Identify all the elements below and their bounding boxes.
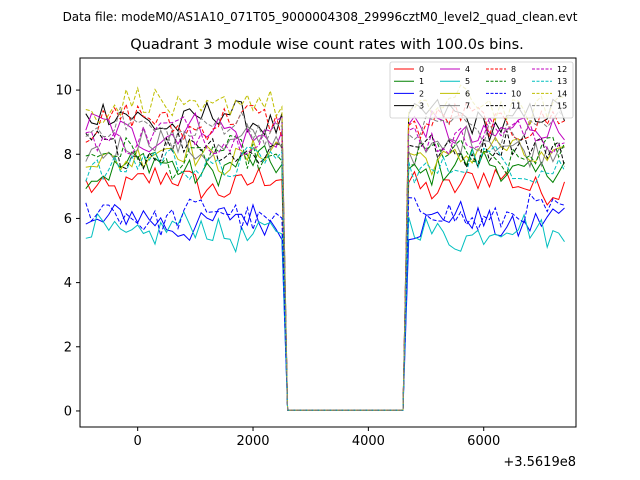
legend-label-10: 10 <box>511 89 521 98</box>
legend-label-3: 3 <box>419 102 424 111</box>
legend-label-6: 6 <box>465 89 470 98</box>
series-line-14 <box>85 84 565 411</box>
x-offset-text: +3.5619e8 <box>503 455 576 470</box>
plot-area <box>80 58 576 427</box>
legend-label-12: 12 <box>557 65 567 74</box>
y-tick-label: 0 <box>64 404 72 419</box>
plot-frame <box>79 57 577 428</box>
ticks-layer: 0 2000 4000 6000 0 2 4 6 8 10 <box>55 84 500 449</box>
legend-label-1: 1 <box>419 77 424 86</box>
suptitle: Data file: modeM0/AS1A10_071T05_90000043… <box>63 10 578 24</box>
legend-label-0: 0 <box>419 65 424 74</box>
legend-label-8: 8 <box>511 65 516 74</box>
legend-label-7: 7 <box>465 102 470 111</box>
series-line-10 <box>85 192 565 411</box>
legend-label-14: 14 <box>557 89 567 98</box>
x-tick-label: 0 <box>134 434 142 449</box>
legend-label-2: 2 <box>419 89 424 98</box>
legend-label-13: 13 <box>557 77 567 86</box>
series-layer <box>85 84 565 411</box>
y-tick-label: 10 <box>55 84 72 99</box>
legend-label-9: 9 <box>511 77 516 86</box>
series-line-13 <box>85 144 565 411</box>
series-line-9 <box>85 134 565 411</box>
series-line-15 <box>85 106 565 411</box>
y-tick-label: 8 <box>64 148 72 163</box>
legend-label-4: 4 <box>465 65 470 74</box>
legend-label-11: 11 <box>511 102 521 111</box>
x-tick-label: 2000 <box>236 434 269 449</box>
x-tick-label: 4000 <box>352 434 385 449</box>
series-line-11 <box>85 130 565 411</box>
x-tick-label: 6000 <box>467 434 500 449</box>
chart-title: Quadrant 3 module wise count rates with … <box>130 37 524 53</box>
y-tick-label: 6 <box>64 212 72 227</box>
legend-box <box>389 61 574 119</box>
legend-label-15: 15 <box>557 102 567 111</box>
legend-label-5: 5 <box>465 77 470 86</box>
y-tick-label: 4 <box>64 276 72 291</box>
y-tick-label: 2 <box>64 340 72 355</box>
